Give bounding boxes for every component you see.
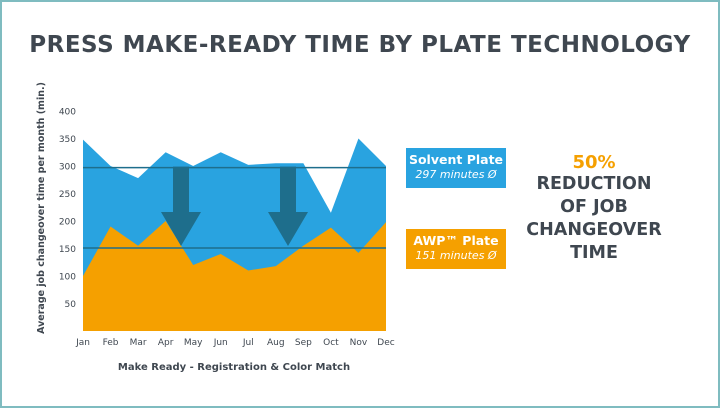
legend-solvent-plate: Solvent Plate 297 minutes Ø: [406, 148, 506, 188]
arrow-aug-sep: [268, 166, 308, 246]
reduction-percent: 50%: [572, 152, 616, 173]
legend-awp-name: AWP™ Plate: [413, 233, 499, 248]
arrow-apr-may: [161, 166, 201, 246]
y-tick-label-100: 100: [59, 273, 76, 283]
chart-arrows: [161, 166, 308, 246]
legend-solvent-average: 297 minutes Ø: [415, 168, 497, 181]
y-tick-label-350: 350: [59, 135, 76, 145]
reduction-callout: 50% REDUCTION OF JOB CHANGEOVER TIME: [524, 152, 664, 265]
x-tick-label-apr: Apr: [158, 338, 174, 348]
y-tick-label-400: 400: [59, 108, 76, 118]
chart-title: PRESS MAKE-READY TIME BY PLATE TECHNOLOG…: [29, 32, 691, 58]
reduction-line-2: OF JOB: [560, 197, 628, 217]
legend-awp-plate: AWP™ Plate 151 minutes Ø: [406, 229, 506, 269]
x-tick-label-oct: Oct: [323, 338, 339, 348]
x-tick-label-jun: Jun: [213, 338, 228, 348]
chart-axes: 50 100 150 200 250 300 350 400 Jan Feb Mar Apr May Ju…: [59, 108, 395, 349]
legend-solvent-name: Solvent Plate: [408, 152, 504, 167]
y-tick-label-200: 200: [59, 218, 76, 228]
reduction-line-3: CHANGEOVER: [526, 220, 662, 240]
y-tick-label-150: 150: [59, 245, 76, 255]
reduction-line-4: TIME: [570, 243, 618, 263]
x-axis-label: Make Ready - Registration & Color Match: [118, 362, 350, 373]
y-tick-label-300: 300: [59, 163, 76, 173]
x-tick-label-jul: Jul: [242, 338, 254, 348]
x-tick-label-dec: Dec: [377, 338, 394, 348]
reduction-line-1: REDUCTION: [536, 174, 652, 194]
x-tick-label-jan: Jan: [75, 338, 90, 348]
x-tick-label-aug: Aug: [267, 338, 285, 348]
legend-awp-average: 151 minutes Ø: [415, 249, 497, 262]
x-tick-label-nov: Nov: [350, 338, 368, 348]
average-lines: [83, 166, 386, 249]
y-tick-label-250: 250: [59, 190, 76, 200]
x-tick-label-sep: Sep: [295, 338, 312, 348]
y-tick-label-50: 50: [65, 300, 77, 310]
y-axis-label: Average job changeover time per month (m…: [36, 82, 47, 334]
x-tick-label-may: May: [184, 338, 203, 348]
x-tick-label-mar: Mar: [130, 338, 147, 348]
x-tick-label-feb: Feb: [103, 338, 119, 348]
